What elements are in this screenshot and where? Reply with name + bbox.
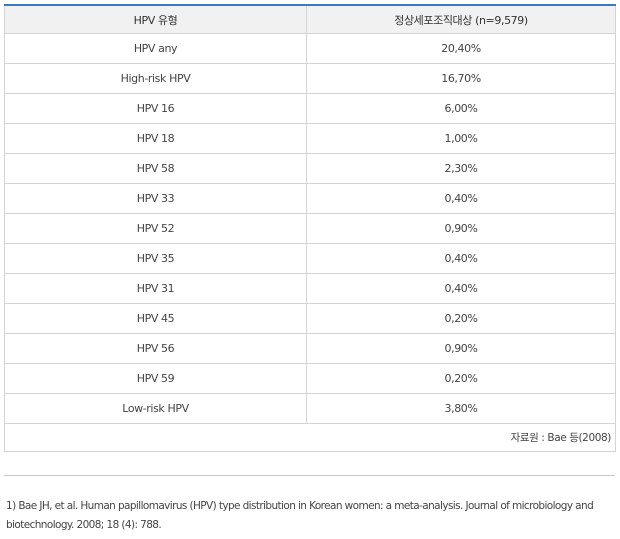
prevalence-cell: 3,80% xyxy=(306,393,616,424)
table-body: HPV any 20,40% High-risk HPV 16,70% HPV 16 6,… xyxy=(4,33,616,424)
hpv-prevalence-table: HPV 유형 정상세포조직대상 (n=9,579) HPV any 20,40% H… xyxy=(4,4,616,452)
hpv-type-cell: HPV 56 xyxy=(4,333,307,364)
hpv-type-cell: HPV 59 xyxy=(4,363,307,394)
table-row: HPV 16 6,00% xyxy=(4,93,616,124)
table-row: HPV 31 0,40% xyxy=(4,273,616,304)
table-row: HPV 52 0,90% xyxy=(4,213,616,244)
prevalence-cell: 0,40% xyxy=(306,273,616,304)
hpv-type-cell: Low-risk HPV xyxy=(4,393,307,424)
table-row: HPV 59 0,20% xyxy=(4,363,616,394)
source-row: 자료원 : Bae 등(2008) xyxy=(4,423,616,452)
table-header-row: HPV 유형 정상세포조직대상 (n=9,579) xyxy=(4,4,616,34)
prevalence-cell: 0,20% xyxy=(306,363,616,394)
table-row: HPV 18 1,00% xyxy=(4,123,616,154)
table-row: HPV 45 0,20% xyxy=(4,303,616,334)
hpv-table-container: HPV 유형 정상세포조직대상 (n=9,579) HPV any 20,40% H… xyxy=(4,4,616,452)
hpv-type-cell: HPV 35 xyxy=(4,243,307,274)
table-row: HPV 35 0,40% xyxy=(4,243,616,274)
hpv-type-cell: HPV 52 xyxy=(4,213,307,244)
hpv-type-cell: HPV 45 xyxy=(4,303,307,334)
table-row: HPV 56 0,90% xyxy=(4,333,616,364)
hpv-type-cell: HPV 31 xyxy=(4,273,307,304)
table-row: HPV 33 0,40% xyxy=(4,183,616,214)
hpv-type-cell: HPV 33 xyxy=(4,183,307,214)
hpv-type-cell: HPV 18 xyxy=(4,123,307,154)
hpv-type-cell: HPV any xyxy=(4,33,307,64)
table-row: HPV any 20,40% xyxy=(4,33,616,64)
prevalence-cell: 16,70% xyxy=(306,63,616,94)
prevalence-cell: 0,40% xyxy=(306,243,616,274)
footnote-divider xyxy=(4,475,615,476)
prevalence-cell: 0,20% xyxy=(306,303,616,334)
prevalence-cell: 20,40% xyxy=(306,33,616,64)
hpv-type-cell: HPV 16 xyxy=(4,93,307,124)
table-row: Low-risk HPV 3,80% xyxy=(4,393,616,424)
prevalence-cell: 2,30% xyxy=(306,153,616,184)
prevalence-cell: 0,90% xyxy=(306,213,616,244)
header-normal-tissue-population: 정상세포조직대상 (n=9,579) xyxy=(306,4,616,34)
footnote-reference: 1) Bae JH, et al. Human papillomavirus (… xyxy=(6,500,594,531)
header-hpv-type: HPV 유형 xyxy=(4,4,307,34)
hpv-type-cell: High-risk HPV xyxy=(4,63,307,94)
prevalence-cell: 1,00% xyxy=(306,123,616,154)
table-row: HPV 58 2,30% xyxy=(4,153,616,184)
table-row: High-risk HPV 16,70% xyxy=(4,63,616,94)
prevalence-cell: 0,90% xyxy=(306,333,616,364)
prevalence-cell: 0,40% xyxy=(306,183,616,214)
source-note: 자료원 : Bae 등(2008) xyxy=(4,423,616,452)
prevalence-cell: 6,00% xyxy=(306,93,616,124)
hpv-type-cell: HPV 58 xyxy=(4,153,307,184)
